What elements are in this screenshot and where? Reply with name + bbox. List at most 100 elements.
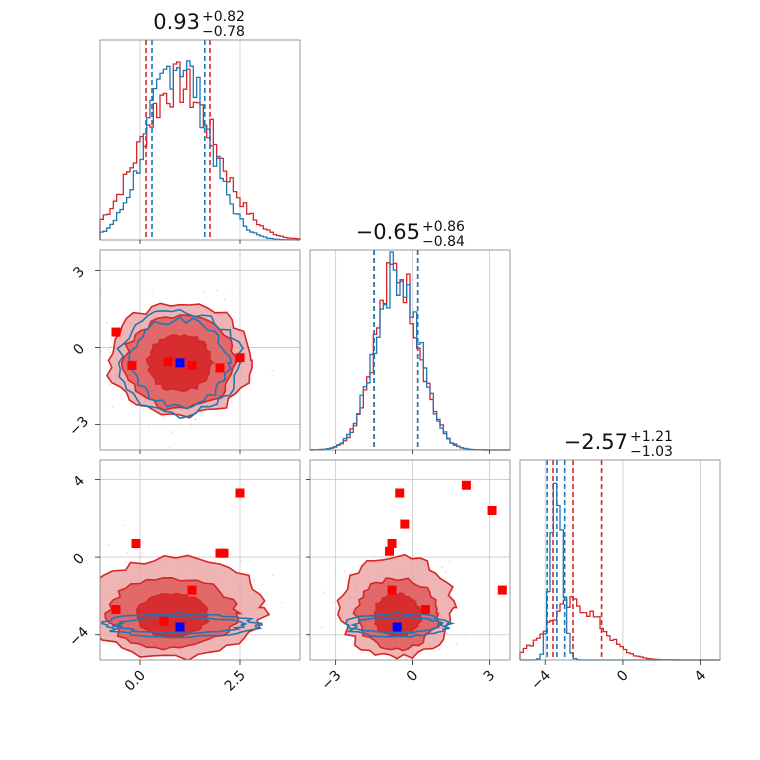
- param-2-title-plus: +1.21: [630, 429, 673, 445]
- panel-2-0-red-marker-0: [72, 506, 81, 515]
- panel-2-1-sample-point: [455, 643, 458, 646]
- panel-2-1-sample-point: [322, 591, 325, 594]
- panel-2-1-blue-marker: [392, 622, 402, 632]
- panel-1-0-red-marker-3: [111, 327, 121, 337]
- param-0-title-plus: +0.82: [202, 9, 245, 25]
- panel-2-1-sample-point: [343, 570, 346, 573]
- param-1-title-value: −0.65: [356, 220, 420, 244]
- panel-2-0-blue-contour-1: [100, 611, 263, 639]
- panel-2-0-red-contour-2: [135, 592, 210, 639]
- panel-2-1-red-marker-5: [420, 605, 430, 615]
- panel-1-0-sample-point: [231, 292, 234, 295]
- panel-2-0-sample-point: [108, 543, 111, 546]
- panel-2-0-sample-point: [108, 663, 110, 665]
- panel-2-0-sample-point: [272, 574, 274, 577]
- contour-panel-1-0: [68, 249, 301, 451]
- panel-2-0-sample-point: [150, 673, 152, 675]
- panel-1-0-sample-point: [77, 394, 79, 396]
- panel-1-0-red-marker-0: [68, 253, 77, 262]
- x-tick-label-2-0: −4: [528, 667, 554, 693]
- panel-2-1-sample-point: [404, 656, 407, 659]
- panel-2-0-sample-point: [91, 631, 93, 633]
- y-tick-label-1-1: 0: [70, 341, 88, 359]
- panel-2-0-sample-point: [239, 556, 242, 558]
- panel-2-0-sample-point: [125, 561, 128, 564]
- panel-2-0-frame: [99, 459, 301, 661]
- param-1-title-minus: −0.84: [422, 234, 465, 250]
- panel-1-0-sample-point: [95, 412, 97, 414]
- panel-2-1-red-marker-7: [487, 505, 497, 515]
- panel-2-1-sample-point: [374, 556, 376, 558]
- panel-2-1-sample-point: [424, 669, 426, 671]
- panel-1-0-red-marker-6: [163, 357, 173, 367]
- panel-1-0-sample-point: [107, 348, 110, 351]
- panel-2-0-red-marker-9: [219, 548, 229, 558]
- panel-2-0-sample-point: [123, 524, 126, 527]
- param-0-title-minus: −0.78: [202, 24, 245, 40]
- x-tick-label-0-0: 0.0: [122, 668, 149, 695]
- panel-2-1-sample-point: [444, 571, 447, 573]
- panel-1-0-sample-point: [191, 424, 193, 427]
- panel-2-1-red-marker-2: [387, 538, 397, 548]
- param-0-title-value: 0.93: [153, 10, 200, 34]
- panel-1-0-blue-marker: [175, 358, 185, 368]
- panel-2-1-sample-point: [463, 633, 466, 636]
- panel-2-1-sample-point: [396, 663, 398, 665]
- panel-2-1-sample-point: [451, 664, 453, 666]
- panel-2-0-sample-point: [91, 622, 93, 624]
- panel-2-1-blue-contour-1: [343, 611, 456, 638]
- panel-2-0-red-marker-2: [84, 520, 93, 529]
- param-1-title: −0.65 +0.86 −0.84: [356, 219, 465, 250]
- hist-panel-2: [519, 459, 721, 661]
- hist-2-series-red: [519, 596, 720, 661]
- panel-1-0-red-marker-2: [100, 289, 101, 299]
- panel-2-0-sample-point: [91, 600, 93, 602]
- panel-1-0-sample-point: [148, 426, 151, 429]
- x-tick-label-2-2: 4: [692, 667, 710, 685]
- panel-2-1-sample-point: [335, 607, 338, 609]
- param-2-title-minus: −1.03: [630, 444, 673, 460]
- panel-2-0-red-marker-6: [159, 616, 169, 626]
- panel-2-0-red-marker-7: [187, 585, 197, 595]
- panel-1-0-sample-point: [163, 417, 166, 419]
- y-tick-label-1-0: −3: [66, 414, 92, 440]
- panel-1-0-sample-point: [96, 308, 98, 310]
- panel-2-1-sample-point: [350, 571, 352, 574]
- panel-1-0-sample-point: [119, 394, 122, 397]
- panel-1-0-sample-point: [271, 369, 274, 372]
- panel-1-0-sample-point: [109, 351, 112, 354]
- param-2-title: −2.57 +1.21 −1.03: [564, 429, 673, 460]
- panel-2-1-sample-point: [332, 601, 335, 604]
- panel-2-0-red-marker-4: [68, 586, 77, 595]
- panel-1-0-sample-point: [109, 345, 112, 348]
- panel-2-1-red-marker-3: [384, 546, 394, 556]
- panel-1-0-sample-point: [142, 409, 145, 411]
- panel-2-0-sample-point: [94, 591, 96, 593]
- panel-2-0-sample-point: [141, 552, 144, 555]
- hist-2-frame: [519, 459, 721, 661]
- hist-panel-0: [99, 39, 301, 241]
- panel-2-1-sample-point: [449, 560, 452, 563]
- panel-2-0-blue-marker: [175, 622, 185, 632]
- panel-1-0-red-marker-4: [100, 348, 101, 358]
- param-1-title-plus: +0.86: [422, 219, 465, 235]
- hist-0-series-blue: [99, 60, 301, 241]
- panel-2-1-red-marker-8: [497, 585, 507, 595]
- x-tick-label-1-0: −3: [319, 668, 345, 694]
- panel-1-0-sample-point: [151, 292, 154, 295]
- panel-1-0-sample-point: [224, 298, 226, 301]
- panel-2-0-sample-point: [281, 601, 284, 604]
- y-tick-label-2-2: 4: [70, 473, 88, 491]
- x-tick-label-1-1: 0: [404, 668, 422, 686]
- param-0-title: 0.93 +0.82 −0.78: [153, 9, 245, 40]
- x-tick-label-2-1: 0: [614, 668, 632, 686]
- panel-1-0-sample-point: [215, 289, 218, 292]
- panel-2-0-sample-point: [125, 664, 127, 666]
- panel-1-0-red-marker-7: [187, 360, 197, 370]
- panel-2-1-red-marker-4: [387, 585, 397, 595]
- panel-2-0-red-marker-3: [131, 538, 141, 548]
- panel-1-0-frame: [99, 249, 301, 451]
- hist-panel-1: [309, 249, 511, 451]
- panel-2-0-red-marker-5: [111, 605, 121, 615]
- panel-2-1-red-marker-6: [461, 480, 471, 490]
